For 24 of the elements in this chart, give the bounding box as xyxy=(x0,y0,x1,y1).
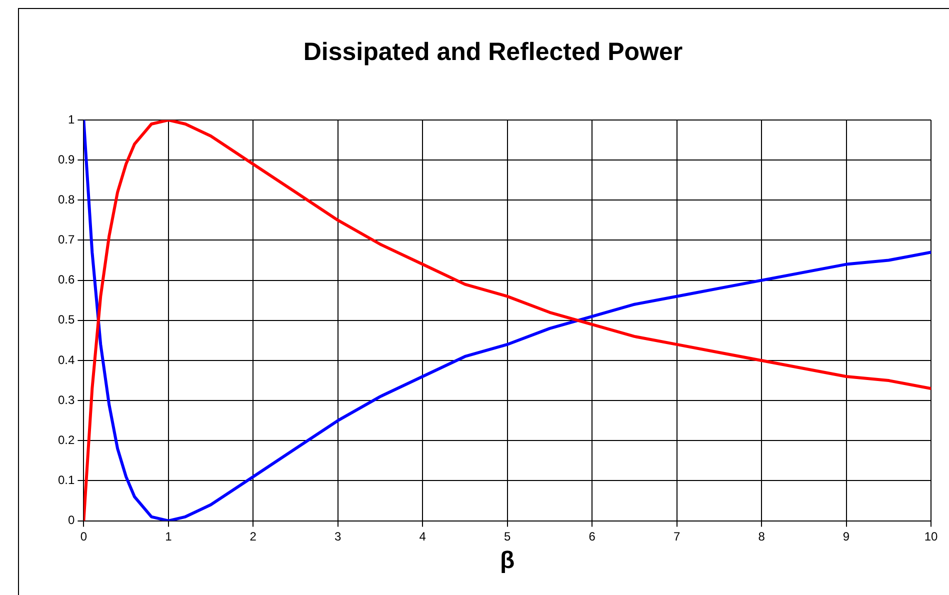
y-tick-label: 0.2 xyxy=(58,432,75,447)
y-tick-label: 0 xyxy=(68,513,75,528)
x-tick-label: 10 xyxy=(924,529,938,544)
y-tick-label: 1 xyxy=(68,112,75,126)
y-tick-label: 0.6 xyxy=(58,272,75,287)
y-tick-label: 0.5 xyxy=(58,312,75,327)
x-tick-label: 4 xyxy=(419,529,426,544)
x-tick-label: 8 xyxy=(758,529,766,544)
x-tick-label: 1 xyxy=(165,529,172,544)
y-tick-label: 0.3 xyxy=(58,392,75,407)
x-tick-label: 3 xyxy=(334,529,342,544)
x-tick-label: 7 xyxy=(673,529,680,544)
y-tick-label: 0.8 xyxy=(58,192,75,206)
y-tick-label: 0.1 xyxy=(58,473,75,488)
x-tick-label: 6 xyxy=(588,529,596,544)
y-tick-label: 0.4 xyxy=(58,352,75,367)
x-tick-label: 9 xyxy=(842,529,850,544)
x-axis-title: β xyxy=(500,547,515,574)
chart-title: Dissipated and Reflected Power xyxy=(303,38,683,66)
y-tick-label: 0.9 xyxy=(58,152,75,166)
x-tick-label: 0 xyxy=(80,529,88,544)
y-tick-label: 0.7 xyxy=(58,232,75,247)
x-tick-label: 5 xyxy=(504,529,511,544)
x-tick-label: 2 xyxy=(250,529,257,544)
